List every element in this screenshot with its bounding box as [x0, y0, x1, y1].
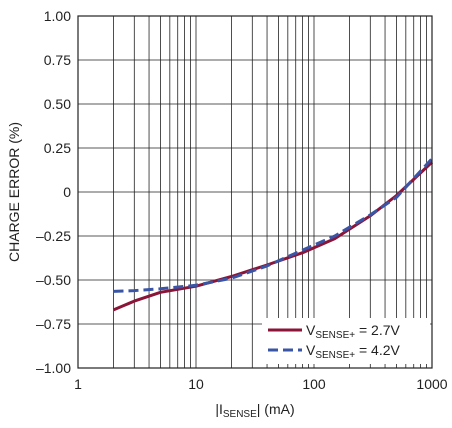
y-tick-label: 0.25 — [44, 140, 71, 156]
y-tick-label: 0.50 — [44, 96, 71, 112]
series-line-2 — [113, 157, 434, 293]
data-series — [112, 157, 434, 312]
x-tick-label: 10 — [188, 376, 204, 392]
x-axis-label-post: | (mA) — [257, 401, 295, 417]
grid-lines — [78, 16, 432, 368]
legend-label-post: = 2.7V — [355, 322, 400, 338]
y-tick-label: 1.00 — [44, 8, 71, 24]
x-tick-label: 1 — [74, 376, 82, 392]
y-axis-label: CHARGE ERROR (%) — [6, 122, 22, 262]
legend-label-pre: V — [306, 322, 316, 338]
y-tick-label: –1.00 — [36, 360, 71, 376]
legend-label-pre: V — [306, 342, 316, 358]
plot-frame — [77, 15, 433, 369]
x-tick-label: 100 — [302, 376, 326, 392]
legend-label-sub: SENSE+ — [315, 330, 355, 341]
legend-label-2: VSENSE+ = 4.2V — [306, 342, 401, 361]
x-axis-label: |ISENSE| (mA) — [215, 401, 294, 420]
legend-label-post: = 4.2V — [355, 342, 400, 358]
legend-box — [262, 318, 430, 364]
x-axis-label-sub: SENSE — [223, 409, 257, 420]
y-tick-label: 0 — [63, 184, 71, 200]
x-tick-labels: 1 10 100 1000 — [74, 376, 448, 392]
y-tick-labels: 1.00 0.75 0.50 0.25 0 –0.25 –0.50 –0.75 –1.00 — [36, 8, 71, 376]
x-axis-label-pre: |I — [215, 401, 223, 417]
legend-label-sub: SENSE+ — [315, 350, 355, 361]
y-tick-label: –0.25 — [36, 228, 71, 244]
y-tick-label: –0.75 — [36, 316, 71, 332]
y-tick-label: 0.75 — [44, 52, 71, 68]
legend-label-1: VSENSE+ = 2.7V — [306, 322, 401, 341]
x-tick-label: 1000 — [416, 376, 447, 392]
y-tick-label: –0.50 — [36, 272, 71, 288]
